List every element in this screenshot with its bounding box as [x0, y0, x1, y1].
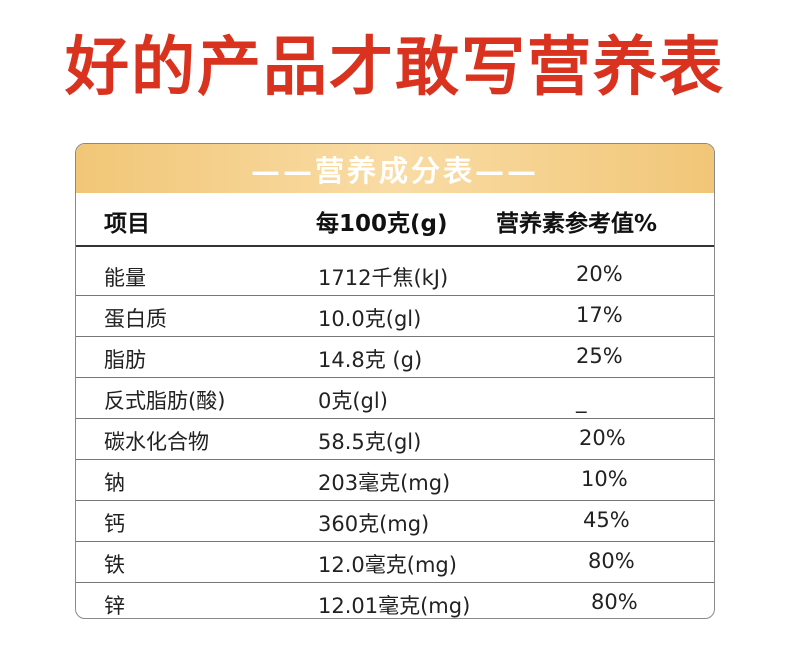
- amount-per-100g: 12.0毫克(mg): [318, 553, 457, 577]
- amount-per-100g: 203毫克(mg): [318, 471, 451, 495]
- nrv-percent: 25%: [576, 344, 623, 368]
- nrv-percent: 20%: [576, 262, 623, 286]
- nrv-percent: _: [576, 389, 587, 413]
- nutrient-name: 钠: [104, 471, 125, 495]
- nutrient-name: 锌: [104, 594, 125, 618]
- nrv-percent: 10%: [581, 467, 628, 491]
- amount-per-100g: 360克(mg): [318, 512, 430, 536]
- nutrient-name: 脂肪: [104, 348, 146, 372]
- nutrient-name: 蛋白质: [104, 307, 167, 331]
- nutrient-name: 能量: [104, 266, 146, 290]
- nutrition-table: ——营养成分表—— 项目 每100克(g) 营养素参考值% 能量 1712千焦(k…: [75, 143, 715, 619]
- table-row: 反式脂肪(酸) 0克(gl) _: [76, 377, 714, 418]
- table-row: 钠 203毫克(mg) 10%: [76, 459, 714, 500]
- nrv-percent: 80%: [588, 549, 635, 573]
- nutrient-name: 碳水化合物: [104, 430, 209, 454]
- nutrient-name: 钙: [104, 512, 125, 536]
- nutrient-name: 反式脂肪(酸): [104, 389, 226, 413]
- column-header-per100g: 每100克(g): [316, 211, 448, 237]
- column-header-nrv: 营养素参考值%: [496, 211, 658, 237]
- column-headers: 项目 每100克(g) 营养素参考值%: [76, 193, 714, 247]
- table-row: 脂肪 14.8克 (g) 25%: [76, 336, 714, 377]
- nrv-percent: 45%: [583, 508, 630, 532]
- nrv-percent: 17%: [576, 303, 623, 327]
- headline: 好的产品才敢写营养表: [65, 31, 725, 105]
- table-row: 锌 12.01毫克(mg) 80%: [76, 582, 714, 618]
- nutrient-name: 铁: [104, 553, 125, 577]
- table-row: 能量 1712千焦(kJ) 20%: [76, 255, 714, 295]
- nrv-percent: 80%: [591, 590, 638, 614]
- amount-per-100g: 12.01毫克(mg): [318, 594, 471, 618]
- nrv-percent: 20%: [579, 426, 626, 450]
- table-header-bar: ——营养成分表——: [76, 144, 714, 193]
- amount-per-100g: 14.8克 (g): [318, 348, 423, 372]
- amount-per-100g: 58.5克(gl): [318, 430, 422, 454]
- table-row: 铁 12.0毫克(mg) 80%: [76, 541, 714, 582]
- column-header-item: 项目: [104, 211, 150, 237]
- table-body: 能量 1712千焦(kJ) 20% 蛋白质 10.0克(gl) 17% 脂肪 14.8克 (g…: [76, 247, 714, 618]
- table-row: 蛋白质 10.0克(gl) 17%: [76, 295, 714, 336]
- table-row: 碳水化合物 58.5克(gl) 20%: [76, 418, 714, 459]
- amount-per-100g: 1712千焦(kJ): [318, 266, 449, 290]
- table-title: ——营养成分表——: [250, 153, 539, 188]
- amount-per-100g: 10.0克(gl): [318, 307, 422, 331]
- table-row: 钙 360克(mg) 45%: [76, 500, 714, 541]
- amount-per-100g: 0克(gl): [318, 389, 388, 413]
